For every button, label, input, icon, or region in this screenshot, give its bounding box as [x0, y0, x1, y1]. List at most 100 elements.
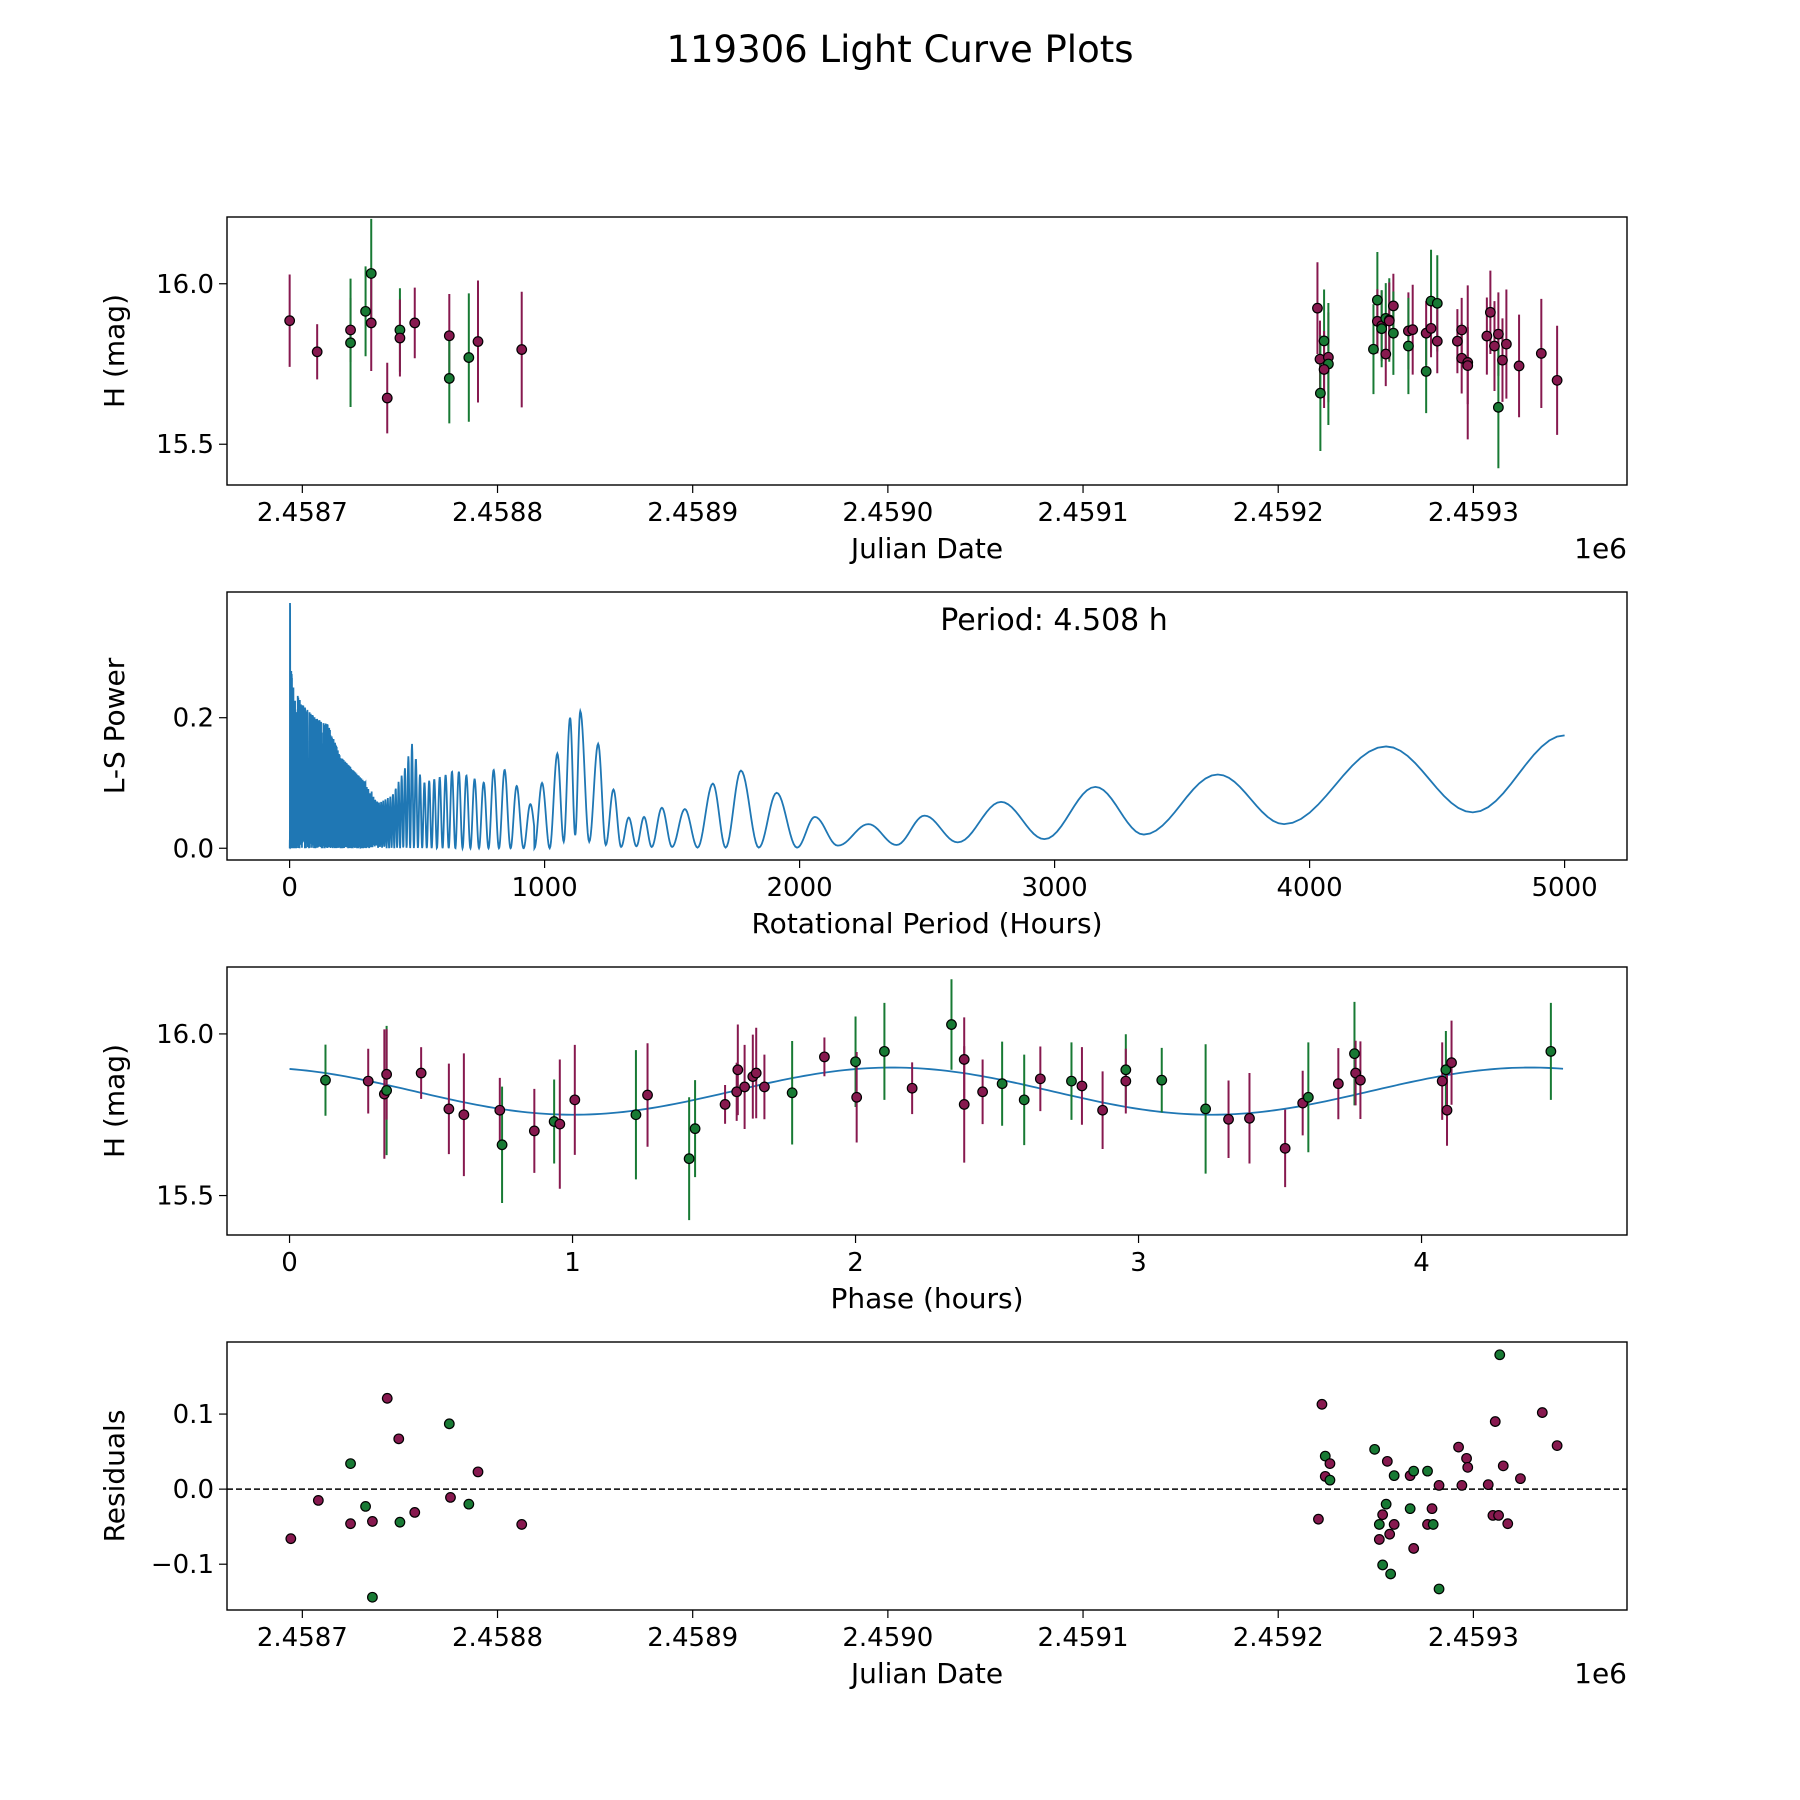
data-point	[443, 1418, 455, 1430]
data-point	[1368, 343, 1379, 355]
data-point	[1371, 294, 1383, 306]
data-point	[879, 1045, 890, 1057]
data-point	[958, 1098, 970, 1110]
axes-frame	[226, 591, 1628, 861]
data-point	[1355, 1074, 1366, 1086]
data-point	[786, 1087, 798, 1099]
data-point	[1120, 1064, 1132, 1076]
data-point	[851, 1091, 863, 1103]
data-point	[1200, 1103, 1212, 1115]
x-tick-label: 1	[564, 1248, 581, 1278]
data-point	[1388, 1470, 1400, 1482]
data-point	[458, 1109, 470, 1121]
x-tick-label: 2.4588	[452, 498, 543, 528]
data-point	[1481, 330, 1493, 342]
data-point	[1489, 1416, 1501, 1427]
x-tick-label: 2.4591	[1038, 1623, 1129, 1653]
data-point	[443, 1103, 455, 1115]
data-point	[1492, 401, 1504, 413]
data-point	[345, 1458, 356, 1470]
data-point	[1441, 1104, 1453, 1116]
x-tick-label: 0	[281, 1248, 298, 1278]
data-point	[1425, 322, 1437, 334]
data-point	[1545, 1045, 1557, 1057]
data-point	[1462, 360, 1474, 372]
data-point	[850, 1056, 861, 1068]
data-point	[1377, 1559, 1389, 1571]
plot-area	[284, 218, 1563, 469]
x-axis-label: Julian Date	[849, 532, 1003, 565]
data-point	[394, 332, 406, 344]
x-tick-label: 3	[1130, 1248, 1147, 1278]
data-point	[1492, 328, 1504, 340]
panel-residuals: 2.4587 2.4588 2.4589 2.4590 2.4591 2.4592 2.45…	[98, 1341, 1628, 1690]
plot-area	[227, 1349, 1627, 1603]
data-point	[1456, 324, 1468, 336]
data-point	[1066, 1075, 1077, 1087]
x-axis-label: Phase (hours)	[830, 1282, 1023, 1315]
plot-area	[289, 979, 1564, 1221]
data-point	[1408, 1465, 1420, 1477]
data-point	[496, 1139, 508, 1151]
data-point	[1034, 1073, 1046, 1085]
x-tick-label: 2.4590	[842, 498, 933, 528]
data-point	[1385, 1568, 1397, 1580]
data-point	[1500, 338, 1512, 350]
data-point	[516, 1519, 528, 1530]
data-point	[569, 1094, 581, 1106]
data-point	[1456, 1479, 1468, 1491]
data-point	[360, 305, 371, 317]
data-point	[1376, 323, 1388, 335]
y-axis-label: Residuals	[98, 1410, 131, 1543]
data-point	[463, 1498, 475, 1510]
x-tick-label: 4000	[1277, 873, 1343, 903]
data-point	[996, 1078, 1008, 1090]
axes-frame	[226, 1341, 1628, 1611]
data-point	[739, 1081, 751, 1093]
x-tick-label: 2.4593	[1428, 1623, 1519, 1653]
x-tick-label: 2.4589	[647, 498, 738, 528]
data-point	[1422, 1465, 1433, 1477]
data-point	[1279, 1142, 1291, 1154]
data-point	[1302, 1091, 1314, 1103]
x-tick-label: 2000	[767, 873, 833, 903]
plot-area	[288, 602, 1565, 852]
data-point	[977, 1086, 989, 1098]
data-point	[906, 1082, 918, 1094]
data-point	[1381, 1455, 1393, 1467]
data-point	[1383, 315, 1395, 327]
data-point	[1316, 1398, 1328, 1410]
x-tick-label: 2.4593	[1428, 498, 1519, 528]
data-point	[1403, 340, 1414, 352]
x-tick-label: 2.4592	[1233, 1623, 1324, 1653]
data-point	[1380, 1498, 1392, 1510]
data-point	[1535, 348, 1547, 359]
panel-phase-folded: 0 1 2 3 4 15.5 16.0 Phase (hours) H (mag)	[98, 966, 1628, 1315]
data-point	[1318, 364, 1330, 375]
data-point	[345, 337, 356, 349]
data-point	[1373, 1519, 1385, 1530]
data-point	[1453, 1441, 1464, 1453]
data-point	[320, 1074, 331, 1086]
x-tick-label: 2.4587	[257, 498, 348, 528]
data-point	[1440, 1064, 1452, 1076]
data-point	[1076, 1080, 1088, 1092]
data-point	[1324, 1458, 1336, 1470]
panel-light-curve: 2.4587 2.4588 2.4589 2.4590 2.4591 2.4592 2.45…	[98, 216, 1628, 565]
axis-offset-text: 1e6	[1574, 532, 1627, 565]
data-point	[750, 1067, 762, 1079]
y-tick-label: 16.0	[156, 1020, 214, 1050]
data-point	[312, 1494, 324, 1506]
data-point	[1497, 1460, 1509, 1472]
data-point	[409, 1507, 421, 1518]
data-point	[284, 315, 296, 327]
data-point	[443, 373, 455, 384]
data-point	[516, 344, 528, 355]
data-point	[1513, 360, 1525, 372]
data-point	[1551, 374, 1563, 386]
x-tick-label: 2.4591	[1038, 498, 1129, 528]
data-point	[1377, 1509, 1389, 1521]
data-point	[1497, 354, 1508, 366]
data-point	[345, 324, 356, 336]
axes-frame	[226, 216, 1628, 486]
